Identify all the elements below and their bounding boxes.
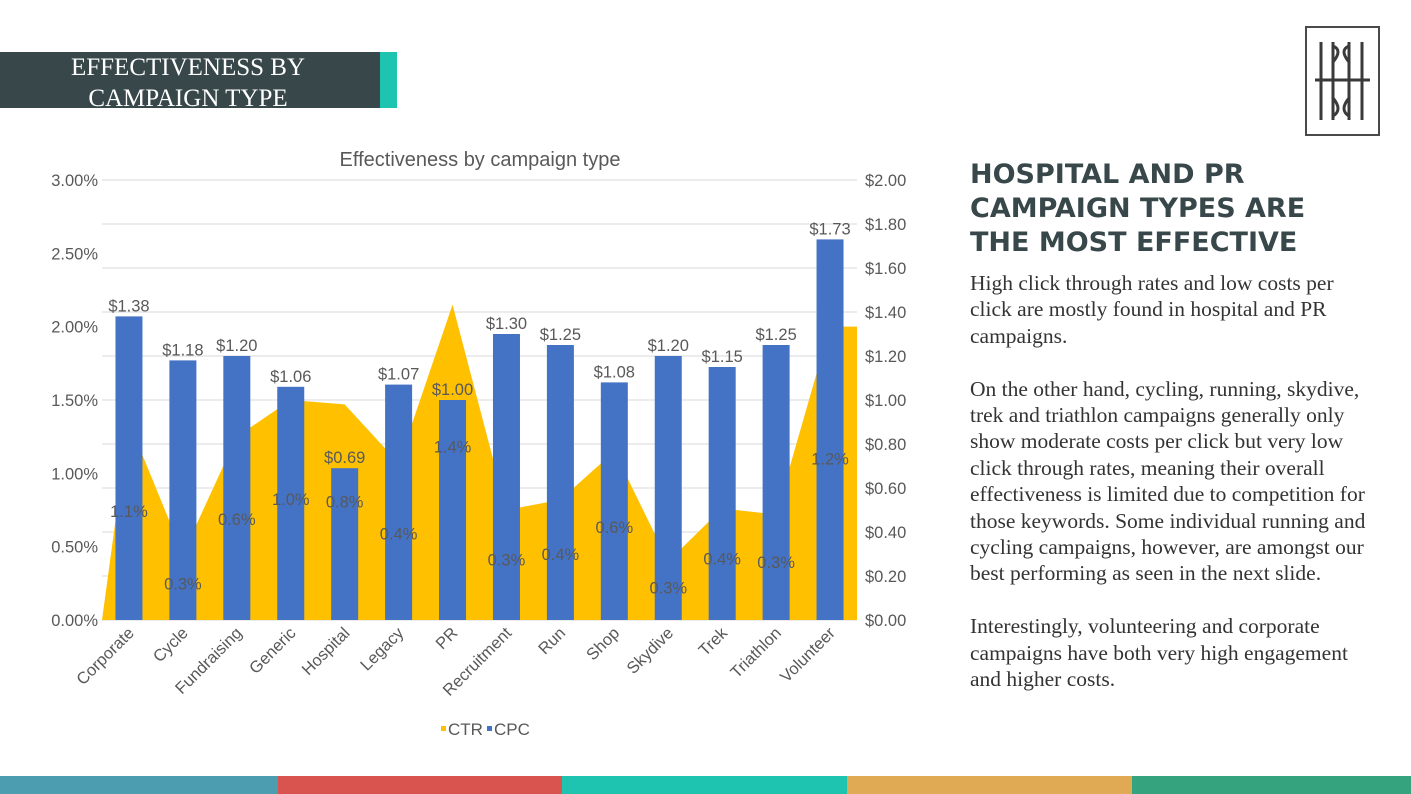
legend-ctr-label: CTR xyxy=(448,720,483,739)
cpc-data-label: $1.73 xyxy=(809,220,850,238)
cpc-bar-volunteer xyxy=(816,239,844,620)
cpc-bar-hospital xyxy=(331,468,359,620)
cpc-bar-trek xyxy=(708,367,736,620)
x-category-label: Hospital xyxy=(299,624,354,679)
x-category-label: PR xyxy=(432,624,461,653)
headline: HOSPITAL AND PR CAMPAIGN TYPES ARE THE M… xyxy=(970,159,1306,258)
y-left-tick-label: 1.50% xyxy=(51,392,98,410)
ctr-data-label: 0.6% xyxy=(218,511,256,529)
footer-segment-3 xyxy=(562,776,847,794)
title-bar xyxy=(0,52,380,108)
y-right-tick-label: $0.20 xyxy=(865,568,906,586)
y-right-tick-label: $1.60 xyxy=(865,260,906,278)
cpc-bar-series xyxy=(115,239,844,620)
ctr-data-label: 0.3% xyxy=(649,580,687,598)
ctr-data-label: 0.4% xyxy=(380,526,418,544)
cpc-bar-corporate xyxy=(115,316,143,620)
ctr-data-label: 0.3% xyxy=(488,552,526,570)
x-category-label: Skydive xyxy=(623,624,677,678)
cpc-data-label: $0.69 xyxy=(324,449,365,467)
ctr-data-label: 1.0% xyxy=(272,491,310,509)
legend-cpc-swatch xyxy=(487,726,492,731)
y-right-tick-label: $1.20 xyxy=(865,348,906,366)
ctr-data-label: 0.8% xyxy=(326,493,364,511)
y-left-tick-label: 2.00% xyxy=(51,319,98,337)
cpc-bar-cycle xyxy=(169,360,197,620)
y-right-tick-label: $1.80 xyxy=(865,216,906,234)
effectiveness-chart: Effectiveness by campaign type 1.1% 0.3% 0… xyxy=(0,135,940,750)
title-accent-stripe xyxy=(380,52,397,108)
cpc-data-label: $1.20 xyxy=(648,337,689,355)
paragraph-3: Interestingly, volunteering and corporat… xyxy=(970,614,1348,692)
cpc-data-label: $1.15 xyxy=(702,348,743,366)
x-category-label: Volunteer xyxy=(777,624,839,686)
cpc-data-label: $1.38 xyxy=(108,297,149,315)
legend-ctr-swatch xyxy=(441,726,446,731)
ctr-data-label: 0.6% xyxy=(596,519,634,537)
ctr-data-label: 1.4% xyxy=(434,439,472,457)
cpc-bar-generic xyxy=(277,386,305,620)
ctr-data-label: 0.3% xyxy=(757,554,795,572)
x-category-label: Legacy xyxy=(357,624,408,675)
footer-color-bar xyxy=(0,776,1411,794)
x-category-label: Shop xyxy=(583,624,623,664)
chart-title: Effectiveness by campaign type xyxy=(340,149,621,171)
y-right-tick-label: $0.40 xyxy=(865,524,906,542)
ctr-data-label: 1.2% xyxy=(811,451,849,469)
data-labels: 1.1% 0.3% 0.6% 1.0% 0.8% 0.4% 1.4% 0.3% 0.4% 0.6%… xyxy=(108,220,850,597)
paragraph-2: On the other hand, cycling, running, sky… xyxy=(970,376,1366,586)
y-right-tick-label: $2.00 xyxy=(865,172,906,190)
y-right-tick-label: $1.40 xyxy=(865,304,906,322)
cpc-bar-legacy xyxy=(385,384,413,620)
cpc-data-label: $1.07 xyxy=(378,366,419,384)
cpc-bar-skydive xyxy=(654,356,682,620)
cpc-data-label: $1.20 xyxy=(216,337,257,355)
chart-legend: CTR CPC xyxy=(441,720,530,739)
ctr-data-label: 1.1% xyxy=(110,503,148,521)
ctr-data-label: 0.3% xyxy=(164,576,202,594)
x-category-label: Trek xyxy=(695,624,731,660)
cpc-data-label: $1.00 xyxy=(432,381,473,399)
cpc-data-label: $1.25 xyxy=(540,326,581,344)
cpc-bar-triathlon xyxy=(762,345,790,620)
x-category-label: Corporate xyxy=(73,624,138,689)
footer-segment-2 xyxy=(278,776,562,794)
footer-segment-5 xyxy=(1132,776,1411,794)
cpc-data-label: $1.25 xyxy=(755,326,796,344)
cpc-bar-recruitment xyxy=(492,334,520,620)
cpc-data-label: $1.06 xyxy=(270,368,311,386)
y-right-tick-label: $1.00 xyxy=(865,392,906,410)
y-right-tick-label: $0.00 xyxy=(865,612,906,630)
x-category-label: Generic xyxy=(246,624,300,678)
legend-cpc-label: CPC xyxy=(494,720,530,739)
y-left-tick-label: 0.50% xyxy=(51,539,98,557)
y-left-tick-label: 1.00% xyxy=(51,465,98,483)
ctr-data-label: 0.4% xyxy=(703,551,741,569)
y-left-tick-label: 2.50% xyxy=(51,245,98,263)
cpc-data-label: $1.08 xyxy=(594,363,635,381)
cpc-bar-pr xyxy=(439,400,467,620)
paragraph-1: High click through rates and low costs p… xyxy=(970,271,1334,348)
cpc-data-label: $1.18 xyxy=(162,341,203,359)
y-left-tick-label: 0.00% xyxy=(51,612,98,630)
ctr-data-label: 0.4% xyxy=(542,546,580,564)
footer-segment-1 xyxy=(0,776,278,794)
cpc-bar-run xyxy=(546,345,574,620)
y-right-tick-label: $0.80 xyxy=(865,436,906,454)
cpc-bar-shop xyxy=(600,382,628,620)
chart-svg: Effectiveness by campaign type 1.1% 0.3% 0… xyxy=(51,149,906,739)
cpc-data-label: $1.30 xyxy=(486,315,527,333)
slide-title: EFFECTIVENESS BY CAMPAIGN TYPE xyxy=(70,54,306,112)
logo-icon xyxy=(1305,26,1380,136)
x-category-label: Run xyxy=(535,624,569,658)
y-right-tick-label: $0.60 xyxy=(865,480,906,498)
y-left-tick-label: 3.00% xyxy=(51,172,98,190)
body-text: High click through rates and low costs p… xyxy=(970,270,1380,719)
footer-segment-4 xyxy=(847,776,1132,794)
x-category-label: Cycle xyxy=(150,624,192,666)
cpc-bar-fundraising xyxy=(223,356,251,620)
